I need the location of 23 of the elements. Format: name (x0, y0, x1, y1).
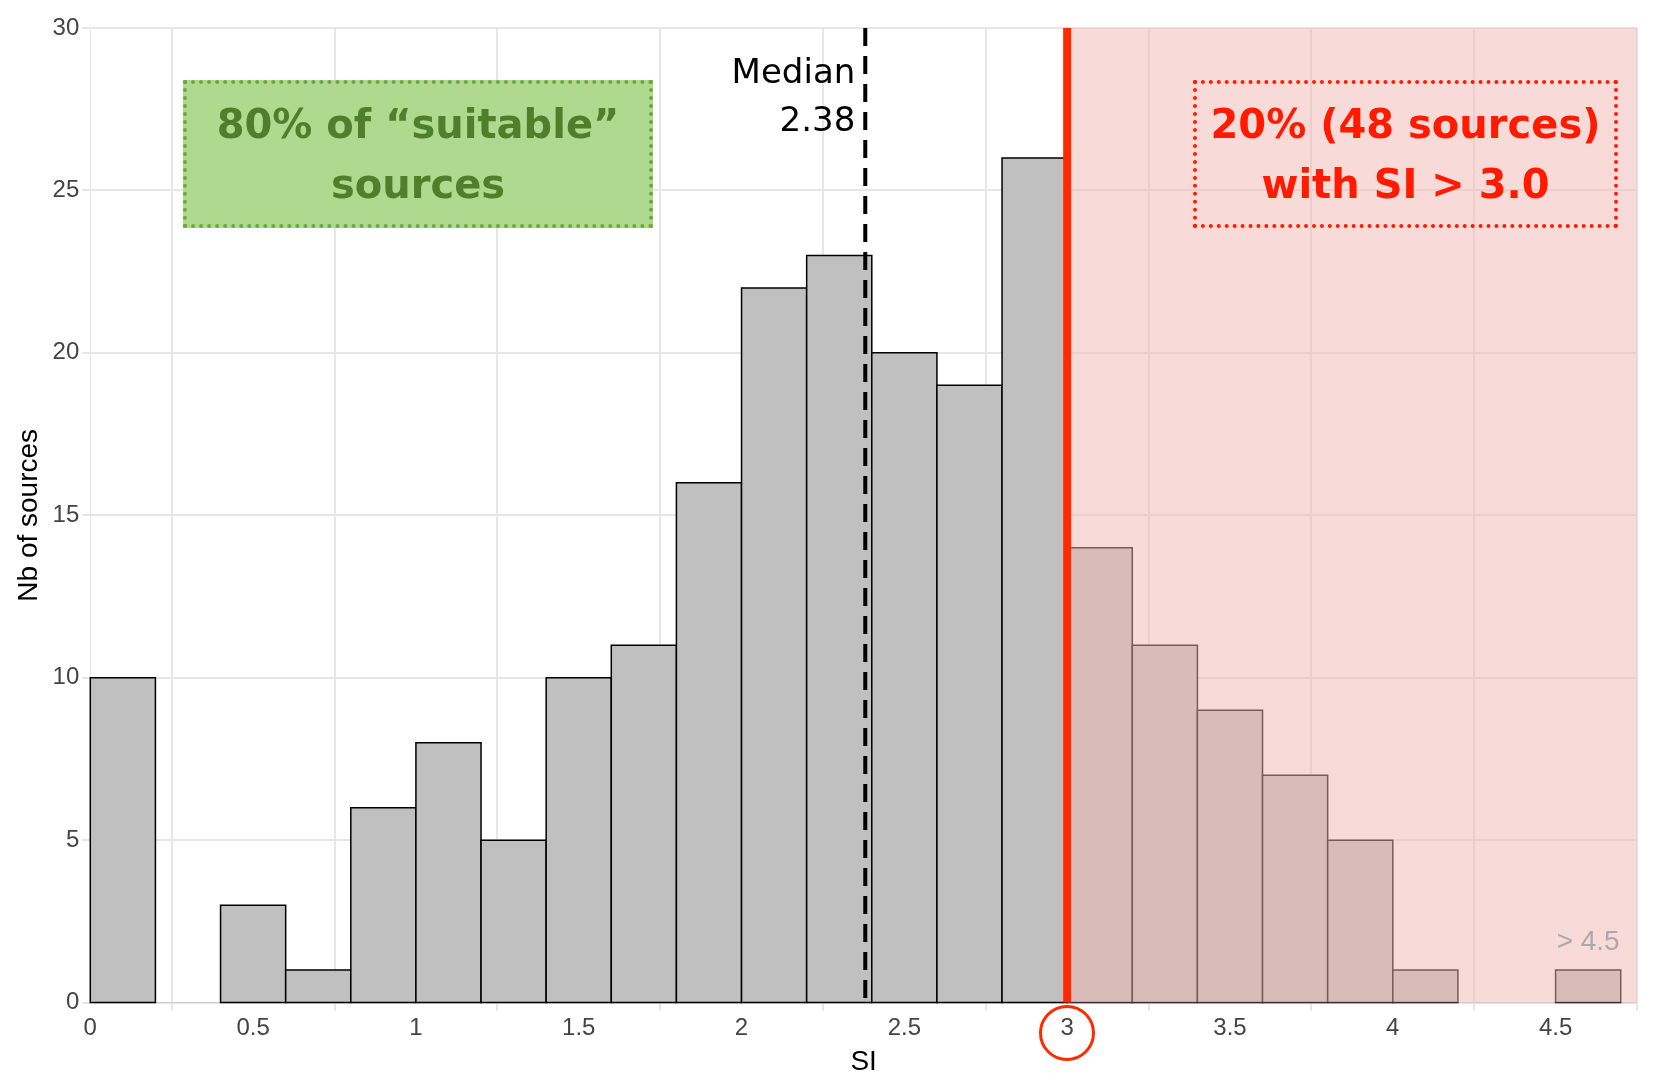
x-tick-label: 4.5 (1538, 1012, 1573, 1040)
annotation: > 4.5 (1556, 925, 1620, 957)
x-tick-label: 0 (83, 1012, 97, 1040)
y-tick-label: 15 (52, 499, 80, 527)
x-tick-label: 1.5 (562, 1012, 596, 1040)
ref-line-label: Median 2.38 (731, 51, 856, 139)
x-tick-label: 3 (1060, 1012, 1074, 1040)
y-tick-label: 25 (52, 175, 80, 203)
y-tick-label: 20 (52, 337, 80, 365)
x-tick-label: 4 (1386, 1012, 1400, 1040)
y-tick-label: 5 (65, 824, 80, 852)
annotation: 80% of “suitable” sources (183, 80, 653, 228)
y-tick-label: 10 (52, 662, 80, 690)
y-tick-label: 30 (52, 12, 80, 40)
x-tick-label: 0.5 (236, 1012, 270, 1040)
x-tick-label: 1 (409, 1012, 423, 1040)
annotation: 20% (48 sources) with SI > 3.0 (1193, 80, 1618, 228)
y-tick-label: 0 (65, 987, 80, 1015)
x-tick-label: 2 (734, 1012, 749, 1040)
y-axis-title: Nb of sources (11, 428, 43, 602)
x-tick-label: 3.5 (1213, 1012, 1247, 1040)
x-axis-title: SI (850, 1044, 877, 1076)
x-tick-label: 2.5 (887, 1012, 922, 1040)
